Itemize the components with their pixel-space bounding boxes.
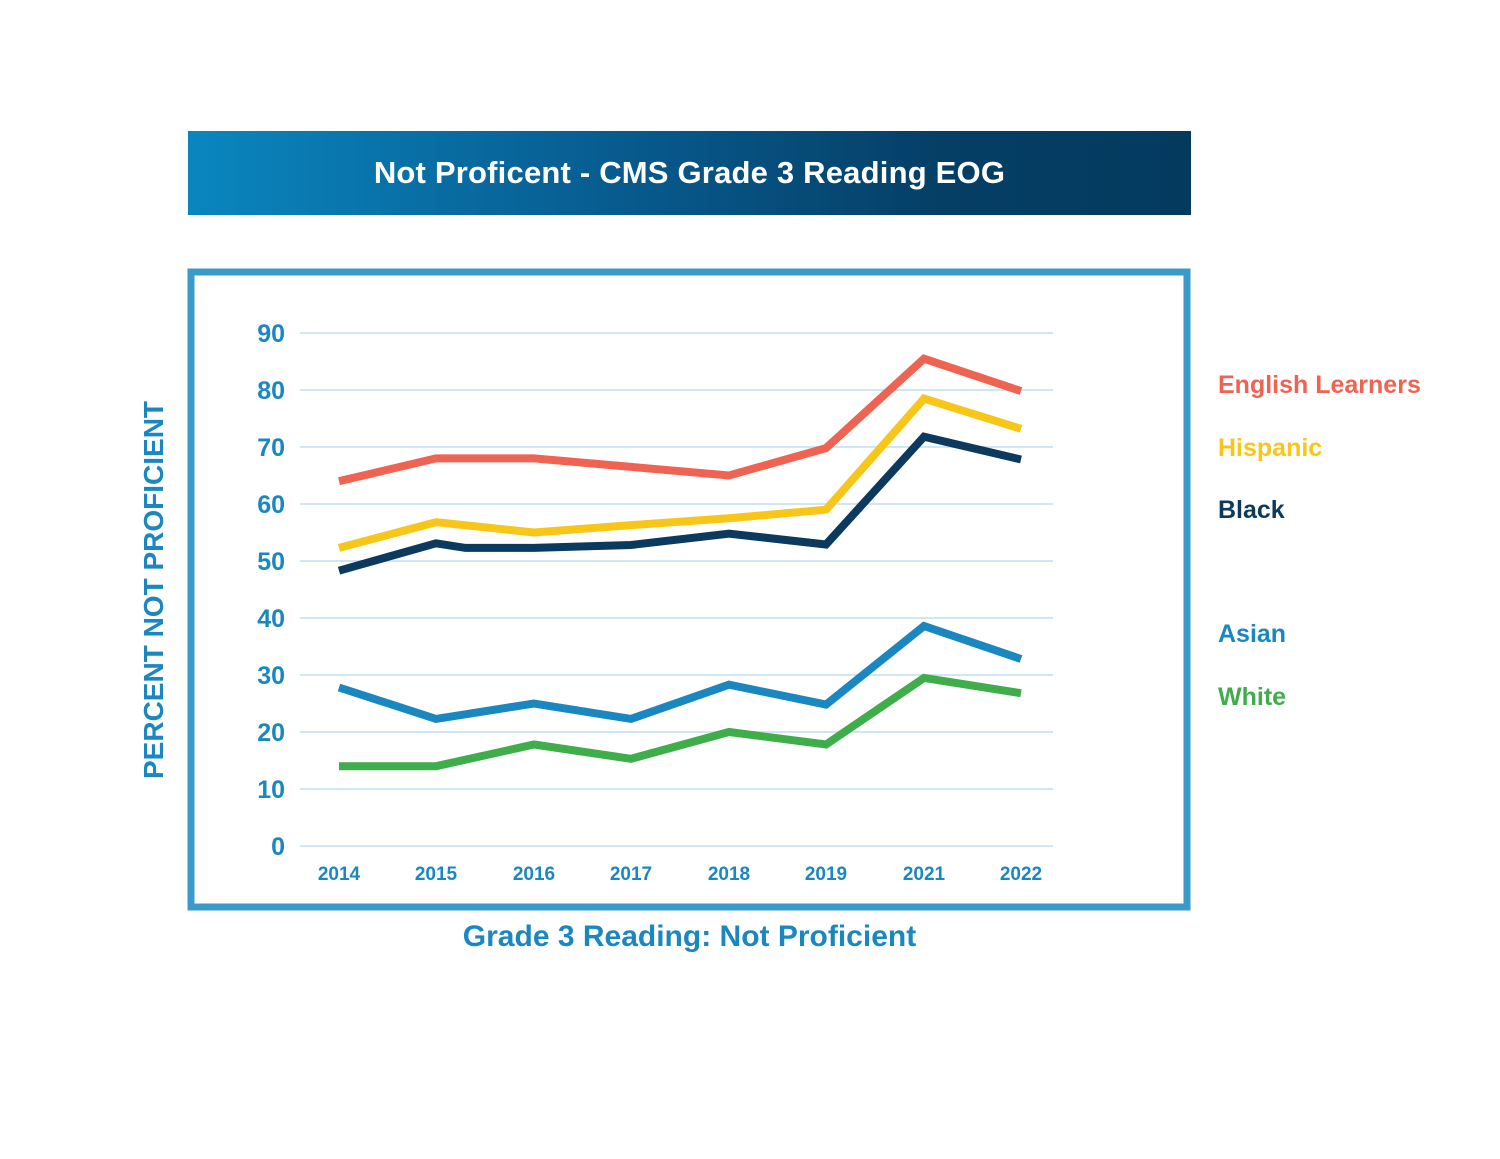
x-tick-label: 2018 [708, 864, 750, 885]
x-tick-label: 2015 [415, 864, 458, 885]
x-tick-label: 2017 [610, 864, 652, 885]
y-tick-label: 60 [257, 491, 285, 519]
chart-title: Not Proficent - CMS Grade 3 Reading EOG [373, 155, 1006, 190]
legend-item-hispanic: Hispanic [1218, 434, 1322, 462]
series-line-asian [337, 621, 1023, 724]
y-tick-label: 40 [257, 605, 285, 633]
legend: English Learners Hispanic Black Asian White [1218, 371, 1421, 711]
x-tick-label: 2021 [903, 864, 946, 885]
plot-frame [187, 268, 1191, 911]
y-tick-label: 10 [257, 776, 285, 804]
x-tick-label: 2014 [318, 864, 361, 885]
series-lines [337, 354, 1023, 771]
series-line-english-learners [338, 354, 1023, 486]
y-tick-label: 0 [271, 833, 285, 861]
x-tick-labels: 2014 2015 2016 2017 2018 2019 2021 2022 [318, 864, 1042, 885]
y-axis-label: PERCENT NOT PROFICIENT [138, 401, 169, 779]
series-line-black [337, 432, 1022, 575]
x-tick-label: 2016 [513, 864, 555, 885]
y-tick-label: 50 [257, 548, 285, 576]
legend-item-english-learners: English Learners [1218, 371, 1421, 399]
legend-item-black: Black [1218, 496, 1285, 524]
y-tick-label: 80 [257, 377, 285, 405]
legend-item-asian: Asian [1218, 620, 1286, 648]
legend-item-white: White [1218, 683, 1286, 711]
title-banner: Not Proficent - CMS Grade 3 Reading EOG [188, 131, 1191, 215]
y-tick-labels: 0 10 20 30 40 50 60 70 80 90 [257, 320, 285, 861]
y-tick-label: 30 [257, 662, 285, 690]
series-line-white [339, 673, 1022, 771]
x-axis-label: Grade 3 Reading: Not Proficient [462, 920, 917, 953]
y-tick-label: 70 [257, 434, 285, 462]
series-line-hispanic [337, 394, 1023, 552]
x-tick-label: 2022 [1000, 864, 1042, 885]
y-tick-label: 90 [257, 320, 285, 348]
y-tick-label: 20 [257, 719, 285, 747]
x-tick-label: 2019 [805, 864, 847, 885]
